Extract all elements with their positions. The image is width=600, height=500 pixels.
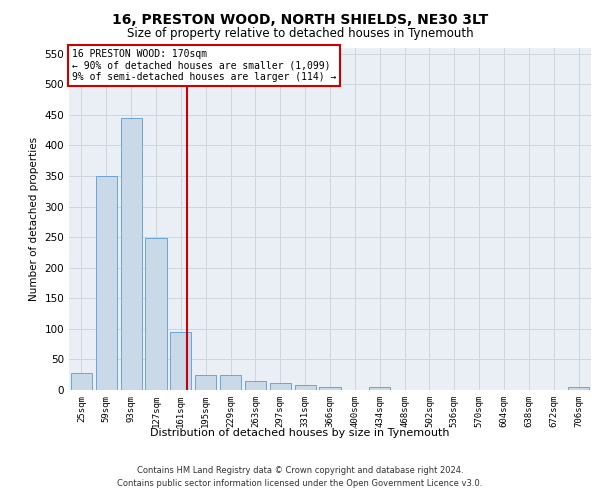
Bar: [295, 385, 316, 390]
Bar: [568, 387, 589, 390]
Bar: [71, 374, 92, 390]
Bar: [121, 118, 142, 390]
Text: Size of property relative to detached houses in Tynemouth: Size of property relative to detached ho…: [127, 26, 473, 40]
Text: Distribution of detached houses by size in Tynemouth: Distribution of detached houses by size …: [150, 428, 450, 438]
Text: 16, PRESTON WOOD, NORTH SHIELDS, NE30 3LT: 16, PRESTON WOOD, NORTH SHIELDS, NE30 3L…: [112, 12, 488, 26]
Y-axis label: Number of detached properties: Number of detached properties: [29, 136, 39, 301]
Text: Contains HM Land Registry data © Crown copyright and database right 2024.
Contai: Contains HM Land Registry data © Crown c…: [118, 466, 482, 487]
Bar: [369, 387, 390, 390]
Bar: [96, 176, 117, 390]
Bar: [270, 382, 291, 390]
Bar: [170, 332, 191, 390]
Bar: [195, 374, 216, 390]
Bar: [319, 387, 341, 390]
Bar: [220, 374, 241, 390]
Text: 16 PRESTON WOOD: 170sqm
← 90% of detached houses are smaller (1,099)
9% of semi-: 16 PRESTON WOOD: 170sqm ← 90% of detache…: [71, 49, 336, 82]
Bar: [145, 238, 167, 390]
Bar: [245, 382, 266, 390]
